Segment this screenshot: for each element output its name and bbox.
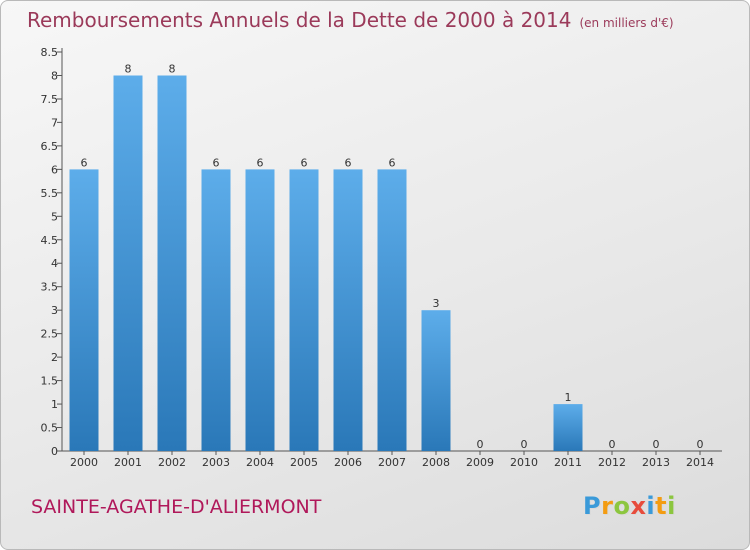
- x-tick-label: 2008: [422, 456, 450, 469]
- data-label-2008: 3: [433, 297, 440, 310]
- y-tick-label: 8: [51, 69, 58, 82]
- logo-letter: o: [613, 492, 631, 520]
- data-label-2003: 6: [213, 156, 220, 169]
- y-tick-label: 4.5: [41, 234, 59, 247]
- x-tick-label: 2012: [598, 456, 626, 469]
- bar-2002: [157, 75, 187, 451]
- data-label-2013: 0: [653, 438, 660, 451]
- x-tick-label: 2006: [334, 456, 362, 469]
- y-tick-label: 3.5: [41, 281, 59, 294]
- data-label-2011: 1: [565, 391, 572, 404]
- x-tick-label: 2000: [70, 456, 98, 469]
- x-tick-label: 2001: [114, 456, 142, 469]
- data-label-2014: 0: [697, 438, 704, 451]
- data-label-2012: 0: [609, 438, 616, 451]
- y-tick-label: 3: [51, 304, 58, 317]
- x-ticks: 2000 2001 2002 2003 2004 2005 2006 2007 2008 2009…: [70, 451, 714, 469]
- bar-2001: [113, 75, 143, 451]
- commune-name: SAINTE-AGATHE-D'ALIERMONT: [31, 496, 322, 518]
- bar-2011: [553, 404, 583, 451]
- y-tick-label: 5.5: [41, 187, 59, 200]
- x-tick-label: 2007: [378, 456, 406, 469]
- x-tick-label: 2014: [686, 456, 714, 469]
- data-label-2001: 8: [125, 62, 132, 75]
- y-tick-label: 0.5: [41, 422, 59, 435]
- bar-2004: [245, 169, 275, 451]
- bar-2007: [377, 169, 407, 451]
- y-tick-label: 0: [51, 445, 58, 458]
- y-ticks: 0 0.5 1 1.5 2 2.5 3 3.5 4 4.5 5 5.5 6 6.5 7 7.5 8 8.5: [41, 46, 62, 458]
- data-label-2009: 0: [477, 438, 484, 451]
- bar-2000: [69, 169, 99, 451]
- bar-2003: [201, 169, 231, 451]
- y-tick-label: 1.5: [41, 375, 59, 388]
- data-label-2010: 0: [521, 438, 528, 451]
- logo-letter: t: [655, 492, 668, 520]
- y-tick-label: 4: [51, 257, 58, 270]
- y-tick-label: 2: [51, 351, 58, 364]
- bar-2005: [289, 169, 319, 451]
- bar-2006: [333, 169, 363, 451]
- y-tick-label: 6: [51, 163, 58, 176]
- chart-title: Remboursements Annuels de la Dette de 20…: [27, 8, 674, 32]
- x-tick-label: 2009: [466, 456, 494, 469]
- y-tick-label: 1: [51, 398, 58, 411]
- x-tick-label: 2004: [246, 456, 274, 469]
- x-tick-label: 2010: [510, 456, 538, 469]
- y-tick-label: 7: [51, 116, 58, 129]
- logo-letter: r: [601, 492, 614, 520]
- data-label-2006: 6: [345, 156, 352, 169]
- data-label-2002: 8: [169, 62, 176, 75]
- logo-letter: P: [583, 492, 602, 520]
- logo-letter: i: [646, 492, 656, 520]
- x-tick-label: 2002: [158, 456, 186, 469]
- x-tick-label: 2003: [202, 456, 230, 469]
- y-tick-label: 2.5: [41, 328, 59, 341]
- data-label-2005: 6: [301, 156, 308, 169]
- y-tick-label: 7.5: [41, 93, 59, 106]
- x-tick-label: 2011: [554, 456, 582, 469]
- y-tick-label: 8.5: [41, 46, 59, 59]
- data-label-2000: 6: [81, 156, 88, 169]
- bar-2008: [421, 310, 451, 451]
- data-label-2007: 6: [389, 156, 396, 169]
- data-label-2004: 6: [257, 156, 264, 169]
- chart-title-text: Remboursements Annuels de la Dette de 20…: [27, 8, 572, 32]
- logo-letter: x: [630, 492, 647, 520]
- y-tick-label: 6.5: [41, 140, 59, 153]
- chart-subtitle: (en milliers d'€): [579, 16, 674, 30]
- logo-letter: i: [667, 492, 676, 520]
- x-tick-label: 2005: [290, 456, 318, 469]
- x-tick-label: 2013: [642, 456, 670, 469]
- y-tick-label: 5: [51, 210, 58, 223]
- proxiti-logo: Proxiti: [583, 492, 676, 520]
